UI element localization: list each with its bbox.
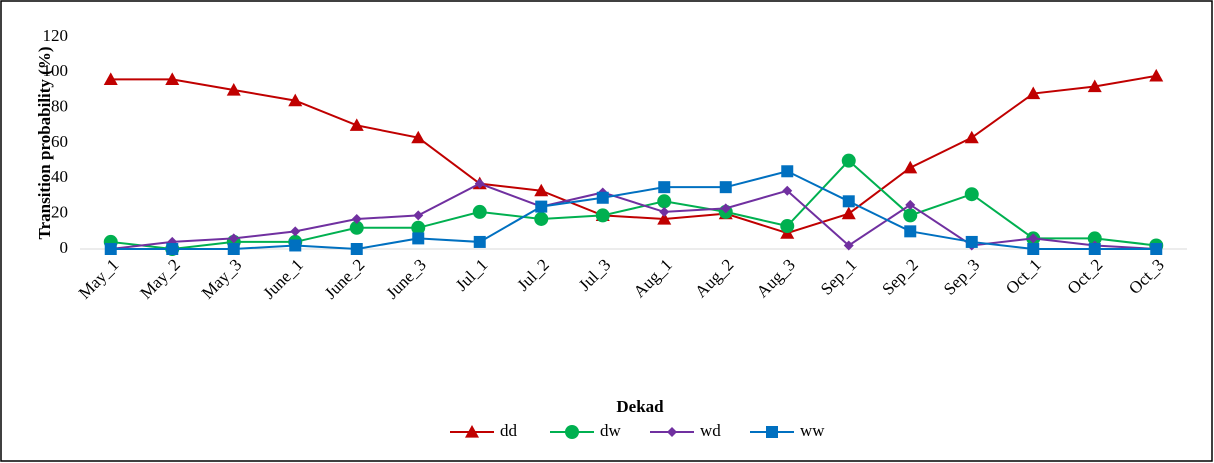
- series-line: [110, 74, 1157, 235]
- data-point: [534, 183, 549, 197]
- legend-label: dw: [600, 421, 622, 440]
- data-point: [413, 210, 424, 221]
- y-tick-label: 0: [60, 238, 69, 257]
- data-point: [104, 243, 117, 255]
- data-point: [534, 211, 549, 226]
- data-point: [781, 165, 794, 178]
- data-point: [904, 225, 917, 238]
- data-point: [290, 226, 301, 237]
- data-point: [1087, 79, 1102, 93]
- data-point: [411, 130, 426, 144]
- legend-label: ww: [800, 421, 825, 440]
- data-point: [1087, 231, 1102, 246]
- legend-label: dd: [500, 421, 518, 440]
- data-point: [349, 118, 364, 131]
- data-point: [596, 191, 609, 204]
- data-point: [165, 72, 180, 85]
- data-point: [103, 72, 118, 85]
- data-point: [226, 83, 241, 96]
- data-point: [1150, 243, 1163, 255]
- data-point: [227, 243, 240, 255]
- data-point: [288, 93, 303, 107]
- data-point: [782, 185, 793, 196]
- data-point: [1149, 68, 1164, 82]
- data-point: [411, 220, 426, 235]
- data-point: [535, 200, 548, 213]
- y-axis-label: Transition probability (%): [35, 46, 54, 239]
- data-point: [351, 213, 362, 224]
- data-point: [841, 153, 856, 168]
- data-point: [843, 240, 854, 251]
- legend-label: wd: [700, 421, 721, 440]
- data-point: [350, 243, 363, 255]
- y-tick-label: 60: [51, 132, 68, 151]
- data-point: [657, 194, 672, 209]
- legend-marker: [465, 425, 479, 438]
- data-point: [412, 232, 425, 245]
- data-point: [349, 220, 364, 235]
- data-point: [474, 178, 485, 189]
- y-tick-label: 120: [43, 26, 69, 45]
- data-point: [903, 208, 918, 223]
- data-point: [289, 239, 302, 252]
- data-point: [841, 206, 856, 220]
- data-point: [166, 243, 179, 255]
- data-point: [659, 206, 670, 217]
- y-tick-label: 100: [43, 61, 69, 80]
- data-point: [1026, 86, 1041, 100]
- y-tick-label: 40: [51, 167, 68, 186]
- y-tick-label: 80: [51, 97, 68, 116]
- data-point: [965, 235, 978, 248]
- data-point: [1028, 233, 1039, 244]
- data-point: [905, 199, 916, 210]
- data-point: [903, 160, 918, 174]
- data-point: [657, 211, 672, 225]
- data-point: [595, 208, 610, 223]
- data-point: [964, 130, 979, 144]
- legend-marker: [766, 426, 778, 438]
- data-point: [780, 219, 795, 234]
- series-line: [110, 182, 1157, 250]
- series-line: [110, 159, 1157, 251]
- data-point: [720, 203, 731, 214]
- x-axis-label: Dekad: [616, 397, 664, 416]
- data-point: [719, 181, 732, 194]
- data-point: [473, 235, 486, 248]
- series-line: [110, 170, 1157, 251]
- data-point: [964, 187, 979, 202]
- data-point: [228, 233, 239, 244]
- data-point: [472, 204, 487, 219]
- data-point: [842, 195, 855, 208]
- y-tick-label: 20: [51, 203, 68, 222]
- data-point: [1088, 243, 1101, 255]
- data-point: [1027, 243, 1040, 255]
- legend-marker: [667, 427, 677, 437]
- data-point: [658, 181, 671, 194]
- legend-marker: [565, 425, 579, 439]
